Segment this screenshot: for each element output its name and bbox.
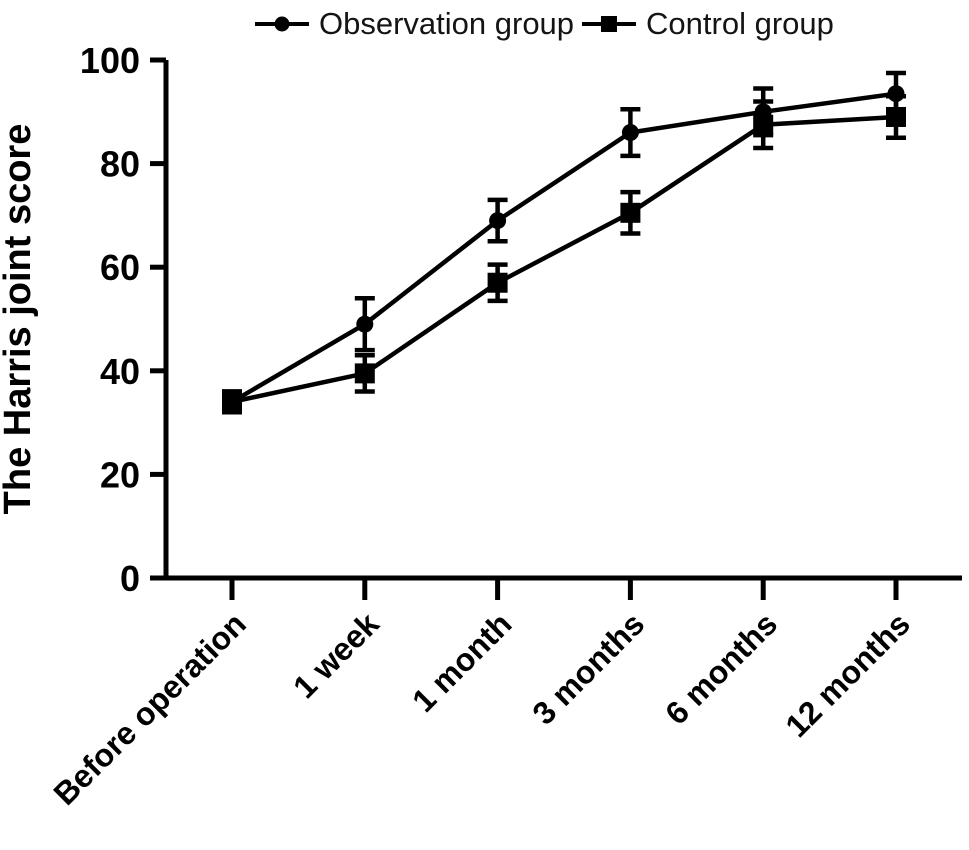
legend: Observation group Control group [253, 6, 834, 42]
y-tick-label: 40 [100, 351, 140, 392]
legend-item-observation: Observation group [253, 6, 574, 42]
legend-label-control: Control group [646, 6, 834, 41]
data-point-control [222, 391, 242, 412]
y-tick-label: 20 [100, 454, 140, 495]
x-tick-label: 6 months [658, 605, 784, 731]
x-tick-label: 1 month [405, 605, 518, 718]
data-point-control [620, 202, 641, 223]
legend-label-observation: Observation group [319, 6, 575, 41]
y-tick-label: 80 [100, 144, 140, 185]
circle-marker-icon [255, 16, 309, 32]
series-layer [222, 70, 906, 415]
axes-layer: 0 20 40 60 80 100 Before operation 1 week 1 mont… [46, 40, 962, 812]
y-tick-label: 60 [100, 247, 140, 288]
data-point-control [354, 363, 375, 384]
legend-item-control: Control group [580, 6, 834, 42]
data-point-observation [356, 315, 374, 333]
x-tick-label: 3 months [525, 605, 651, 731]
y-tick-label: 100 [80, 40, 140, 81]
y-tick-label: 0 [120, 558, 140, 599]
series-line-observation [230, 91, 897, 404]
axis-spine [163, 60, 962, 581]
square-marker-icon [582, 16, 637, 32]
data-point-control [487, 272, 508, 293]
data-point-control [886, 106, 906, 127]
data-point-control [753, 114, 774, 135]
x-tick-label: 12 months [778, 605, 917, 744]
x-tick-label: 1 week [286, 605, 386, 705]
data-point-observation [621, 124, 639, 142]
x-tick-label: Before operation [46, 605, 252, 811]
data-point-observation [887, 85, 905, 103]
series-line-control [231, 114, 897, 405]
data-point-observation [489, 212, 507, 230]
y-axis-title: The Harris joint score [0, 124, 39, 515]
